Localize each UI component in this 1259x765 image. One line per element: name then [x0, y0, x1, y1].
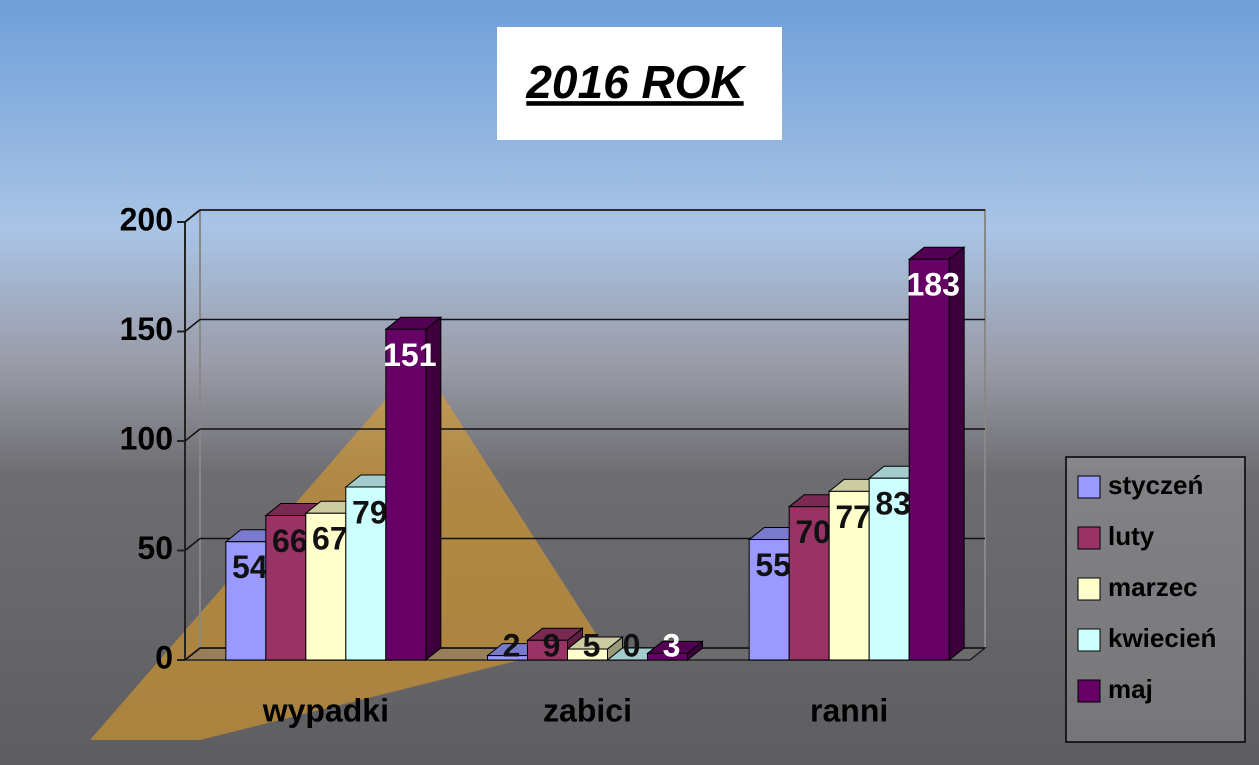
data-label: 79 [352, 494, 388, 530]
y-tick-label: 150 [120, 311, 173, 347]
bar [305, 512, 347, 661]
data-label: 66 [272, 523, 308, 559]
x-tick-label: wypadki [262, 692, 389, 728]
data-label: 0 [623, 627, 641, 663]
title-box [497, 27, 782, 140]
data-label: 9 [543, 627, 561, 663]
data-label: 3 [663, 627, 681, 663]
bar [647, 652, 688, 661]
data-label: 183 [906, 267, 959, 303]
bar [828, 490, 870, 661]
bar-side [948, 246, 965, 662]
y-tick-label: 50 [137, 530, 173, 566]
bar [788, 506, 830, 661]
legend-swatch [1077, 475, 1101, 499]
data-label: 77 [835, 499, 871, 535]
bar [567, 648, 608, 661]
legend-label: maj [1108, 674, 1153, 704]
data-label: 67 [312, 521, 348, 557]
bar [908, 258, 950, 661]
y-tick-label: 0 [155, 639, 173, 675]
grid-line [184, 318, 201, 333]
y-tick-label: 100 [120, 420, 173, 456]
legend-label: luty [1108, 521, 1155, 551]
legend-swatch [1077, 526, 1101, 550]
grid-line [184, 209, 201, 223]
grid-line [184, 647, 201, 661]
data-label: 55 [755, 547, 791, 583]
legend-swatch [1077, 577, 1101, 601]
bar [345, 486, 387, 661]
legend-label: kwiecień [1108, 623, 1216, 653]
legend-swatch [1077, 679, 1101, 703]
chart-title: 2016 ROK [525, 56, 746, 108]
data-label: 5 [583, 627, 601, 663]
y-tick-label: 200 [120, 201, 173, 237]
bar [868, 477, 910, 661]
grid-line [184, 537, 201, 552]
bar [748, 539, 790, 661]
data-label: 54 [232, 549, 268, 585]
x-tick-label: ranni [810, 692, 888, 728]
bar [265, 514, 307, 661]
legend-label: marzec [1108, 572, 1198, 602]
data-label: 70 [795, 514, 831, 550]
data-label: 2 [503, 627, 521, 663]
bar [385, 328, 427, 661]
grid-line [184, 428, 201, 442]
legend-label: styczeń [1108, 470, 1203, 500]
data-label: 151 [383, 337, 436, 373]
x-tick-label: zabici [543, 692, 632, 728]
legend-swatch [1077, 628, 1101, 652]
bar [225, 541, 267, 661]
data-label: 83 [875, 486, 911, 522]
